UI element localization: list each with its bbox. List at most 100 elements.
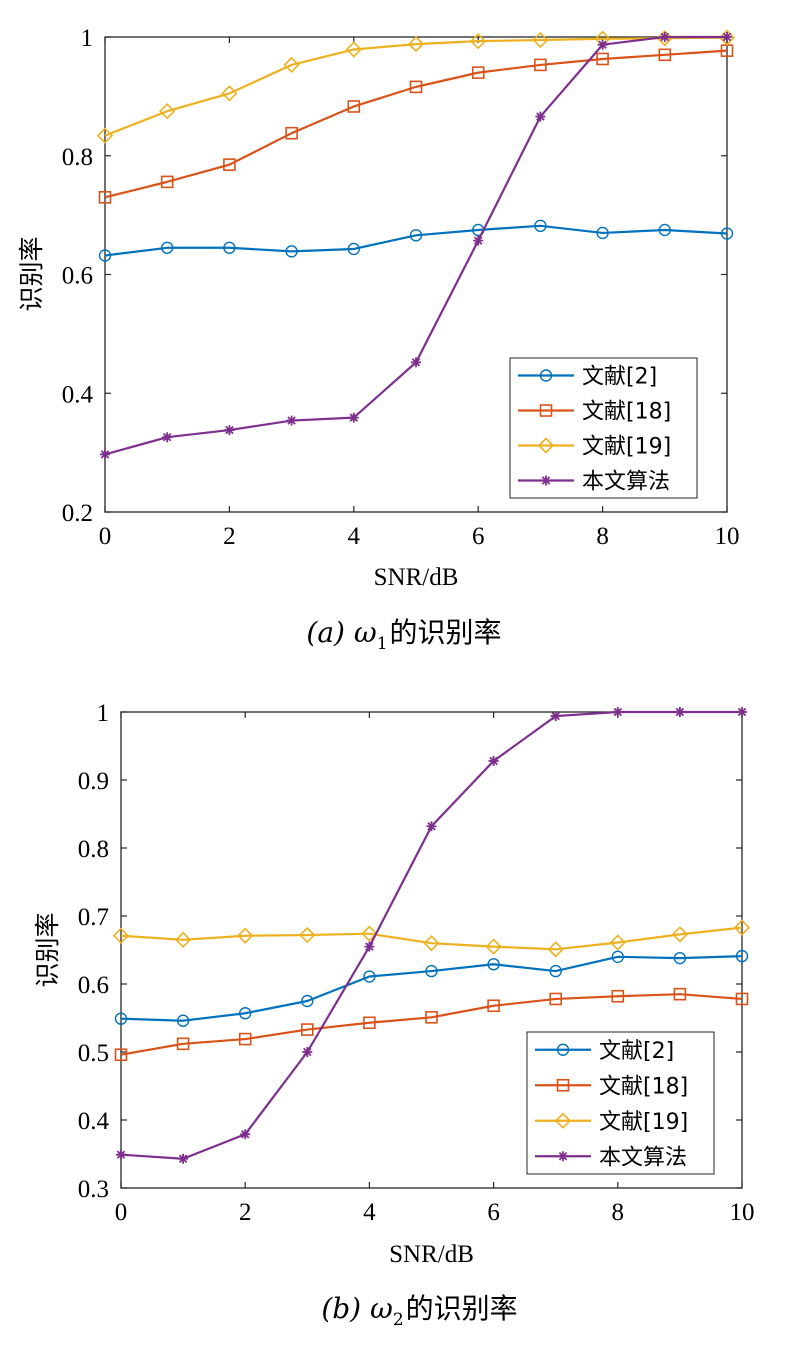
figure-caption: (b) ω2的识别率 — [321, 1292, 517, 1330]
data-point — [238, 1032, 252, 1046]
data-point — [223, 158, 236, 171]
data-point — [160, 175, 174, 189]
data-point — [363, 1016, 376, 1030]
data-point — [348, 412, 359, 423]
x-tick-label: 10 — [715, 523, 740, 550]
caption-subscript: 1 — [377, 634, 388, 654]
legend-marker — [554, 1112, 572, 1129]
legend-label: 文献[2] — [582, 365, 657, 390]
y-axis-label: 识别率 — [17, 236, 46, 311]
data-point — [735, 992, 749, 1006]
series-1 — [98, 219, 734, 262]
legend-marker — [541, 475, 551, 486]
legend-label: 本文算法 — [599, 1145, 687, 1170]
x-axis-label: SNR/dB — [389, 1241, 474, 1268]
data-point — [299, 926, 316, 944]
caption-space — [345, 616, 354, 649]
series-line — [104, 36, 728, 137]
data-point — [674, 707, 685, 717]
data-point — [285, 245, 298, 258]
y-tick-label: 0.8 — [62, 144, 93, 171]
legend-marker — [558, 1151, 568, 1162]
data-point — [470, 33, 487, 50]
series-line — [104, 49, 728, 199]
legend-marker — [556, 1078, 570, 1092]
data-point — [285, 126, 298, 140]
data-point — [671, 926, 689, 943]
legend-label: 文献[18] — [582, 400, 671, 425]
data-point — [611, 950, 624, 963]
series-4 — [100, 32, 732, 460]
x-tick-label: 4 — [348, 523, 361, 550]
data-point — [718, 29, 736, 46]
y-tick-label: 0.6 — [78, 972, 109, 999]
data-point — [114, 1012, 128, 1025]
data-point — [550, 711, 561, 722]
data-point — [488, 755, 499, 766]
series-line — [120, 955, 743, 1022]
x-tick-label: 2 — [223, 523, 236, 550]
data-point — [347, 100, 361, 113]
caption-subscript: 2 — [393, 1310, 404, 1330]
data-point — [301, 994, 314, 1008]
y-tick-label: 0.2 — [62, 500, 93, 527]
legend-marker — [539, 369, 553, 382]
data-point — [221, 85, 238, 102]
x-tick-label: 4 — [363, 1199, 376, 1226]
caption-prefix: (b) — [321, 1292, 361, 1325]
y-tick-label: 0.6 — [62, 263, 93, 290]
data-point — [159, 103, 176, 120]
y-tick-label: 0.9 — [78, 768, 109, 795]
data-point — [286, 415, 297, 426]
data-point — [98, 249, 112, 262]
figure-caption: (a) ω1的识别率 — [306, 616, 501, 654]
legend-marker — [537, 437, 555, 454]
caption-suffix: 的识别率 — [390, 616, 502, 649]
legend-box — [509, 357, 698, 499]
data-point — [473, 235, 484, 246]
y-tick-label: 0.7 — [78, 904, 109, 931]
data-point — [361, 925, 378, 942]
data-point — [611, 989, 625, 1003]
data-point — [238, 1007, 252, 1020]
data-point — [487, 999, 500, 1013]
legend-box — [526, 1031, 715, 1175]
legend: 文献[2] 文献[18] 文献[19] 本文算法 — [509, 357, 698, 499]
data-point — [532, 31, 549, 49]
x-tick-label: 0 — [99, 523, 112, 550]
x-tick-label: 2 — [239, 1199, 252, 1226]
caption-prefix: (a) — [306, 616, 345, 649]
data-point — [112, 927, 130, 944]
data-point — [735, 949, 749, 963]
series-line — [120, 926, 743, 951]
data-point — [240, 1129, 251, 1140]
y-tick-label: 0.3 — [78, 1176, 109, 1203]
data-point — [720, 227, 734, 240]
data-point — [114, 1048, 128, 1062]
legend: 文献[2] 文献[18] 文献[19] 本文算法 — [526, 1031, 715, 1175]
data-point — [347, 242, 360, 256]
x-axis-label: SNR/dB — [374, 564, 459, 591]
caption-suffix: 的识别率 — [406, 1292, 518, 1325]
data-point — [300, 1023, 314, 1036]
chart-2: 0 2 4 6 8 10 0.3 0.4 0.5 0.6 0.7 0.8 0.9 1 SNR/dB 识别率文献… — [33, 700, 755, 1330]
data-point — [302, 1047, 313, 1057]
data-point — [98, 191, 112, 204]
data-point — [409, 80, 423, 94]
legend-marker — [539, 404, 553, 417]
y-tick-label: 0.5 — [78, 1040, 109, 1067]
legend-label: 本文算法 — [582, 470, 670, 495]
data-point — [409, 229, 423, 242]
data-point — [223, 241, 236, 254]
series-line — [120, 993, 743, 1056]
y-tick-label: 0.4 — [78, 1108, 110, 1135]
data-point — [733, 919, 751, 936]
x-tick-label: 10 — [730, 1199, 755, 1226]
data-point — [116, 1149, 126, 1160]
y-tick-label: 0.8 — [78, 836, 109, 863]
data-point — [160, 241, 174, 254]
series-3 — [112, 919, 751, 958]
data-point — [673, 987, 687, 1001]
caption-space — [361, 1292, 370, 1325]
